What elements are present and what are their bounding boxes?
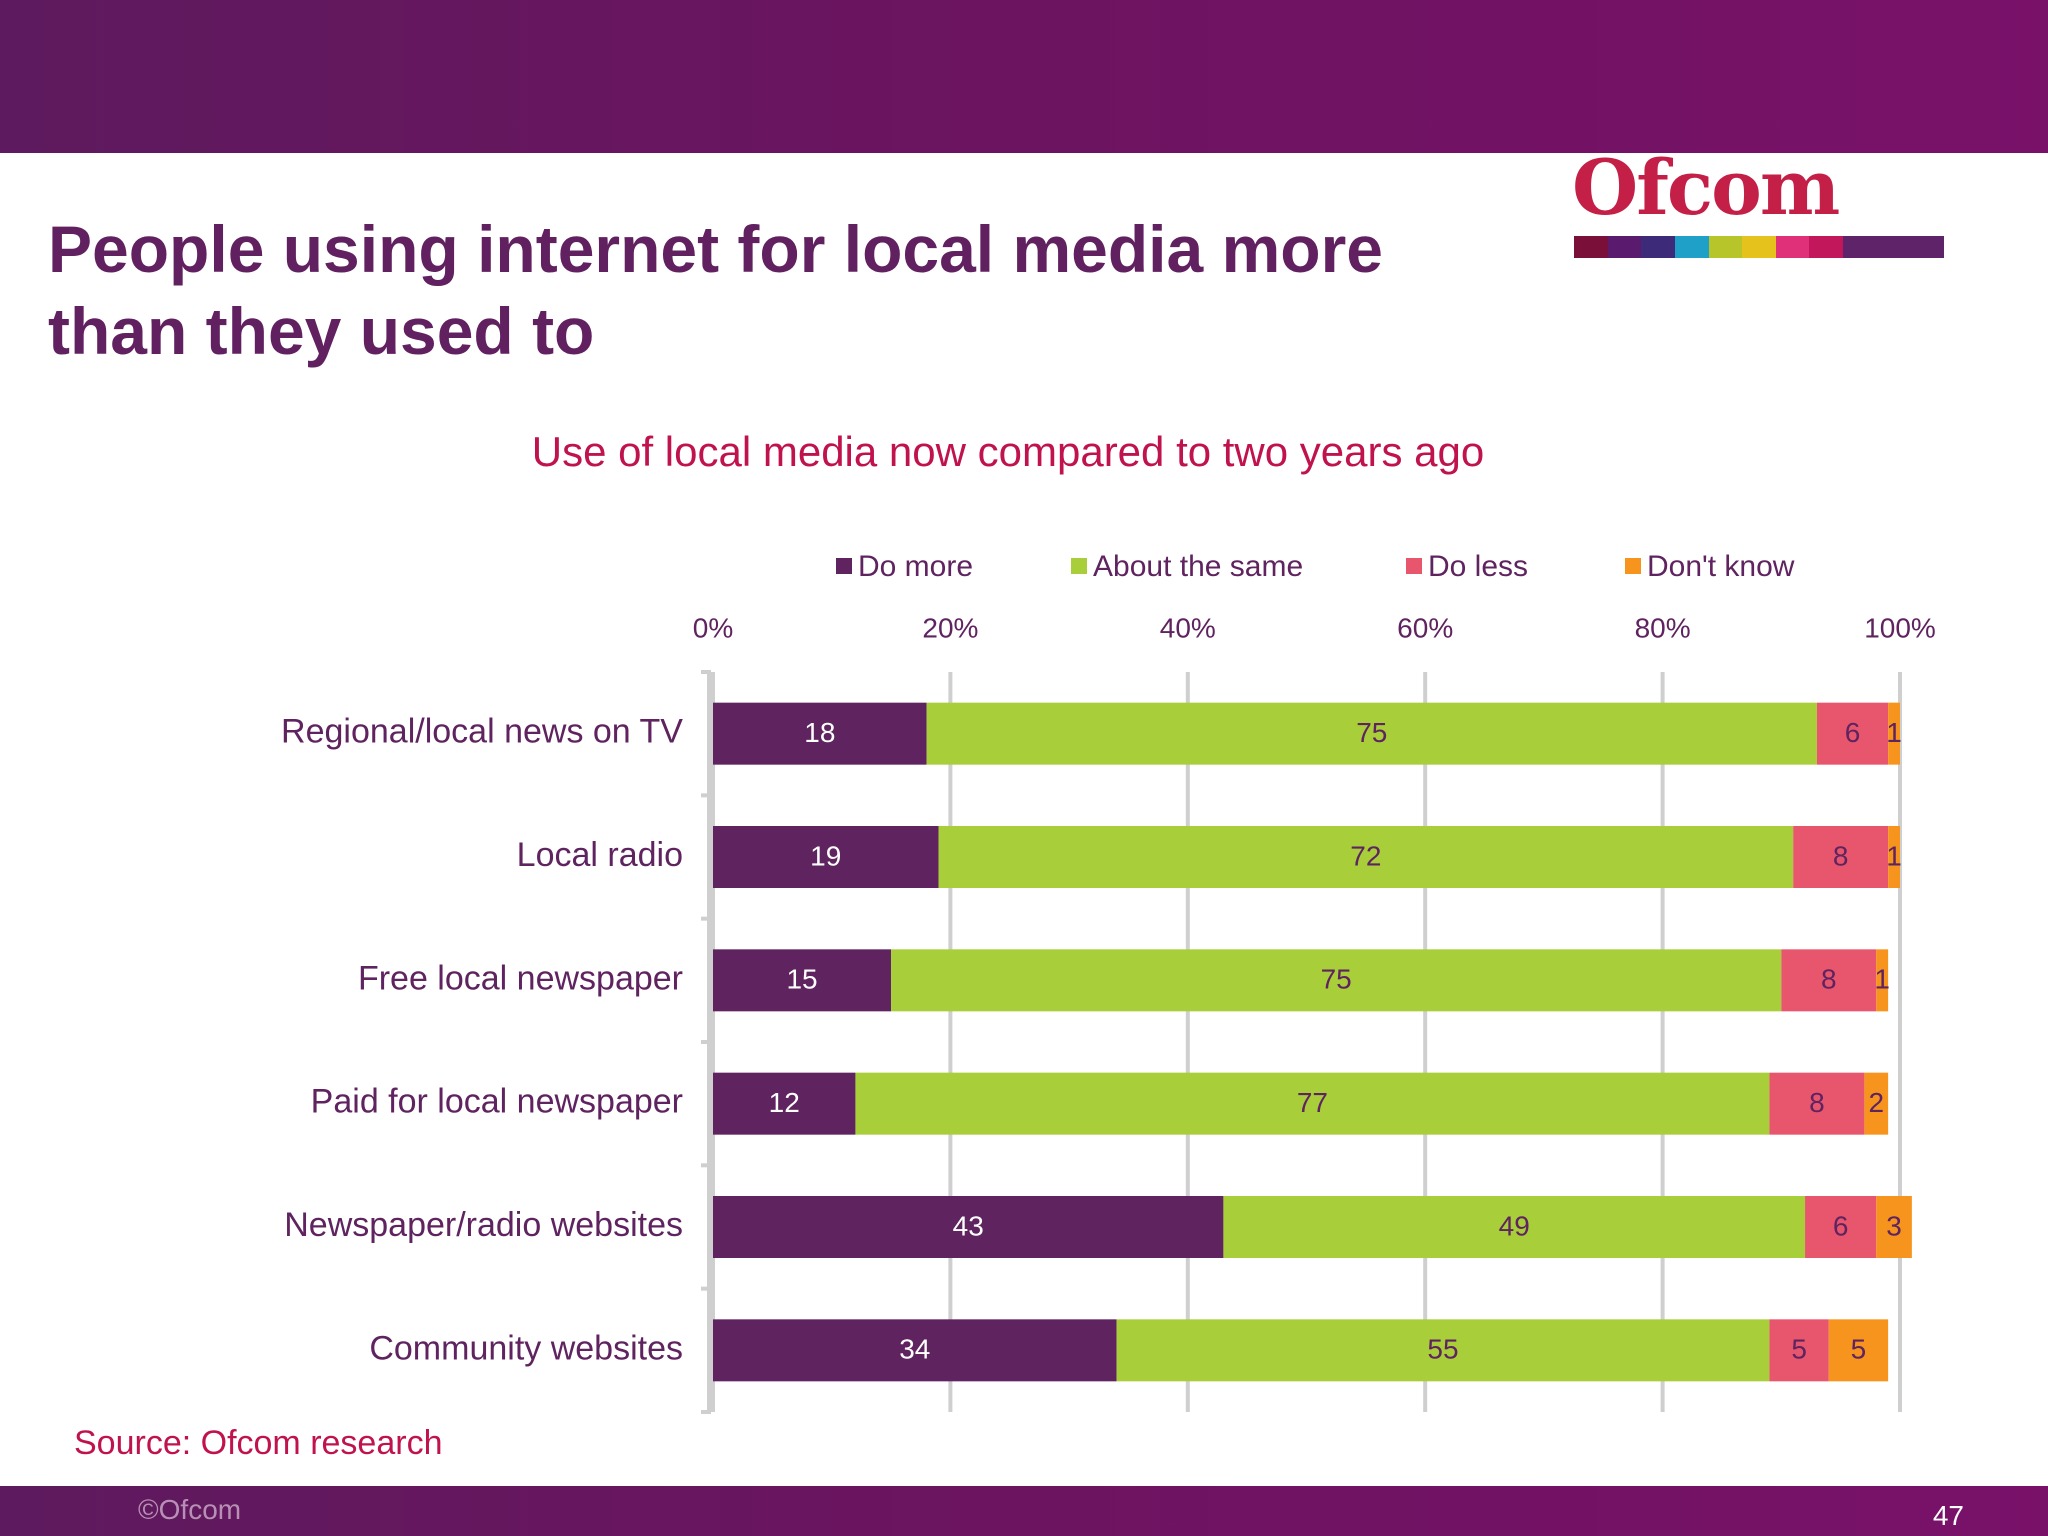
logo-stripe-segment [1775, 236, 1810, 258]
category-label: Free local newspaper [358, 959, 683, 997]
data-label: 3 [1886, 1210, 1902, 1241]
bar-segment [1864, 1072, 1889, 1135]
bar-segment [1888, 702, 1900, 765]
data-label: 15 [786, 964, 817, 995]
data-label: 43 [953, 1210, 984, 1241]
x-tick-label: 40% [1160, 612, 1216, 643]
legend-label: About the same [1093, 550, 1303, 583]
bar-segment [713, 1072, 856, 1135]
data-label: 1 [1886, 840, 1902, 871]
data-label: 8 [1833, 840, 1849, 871]
category-label: Newspaper/radio websites [284, 1206, 683, 1244]
bar-segment [1876, 1196, 1912, 1258]
data-label: 1 [1874, 964, 1890, 995]
chart-title-wrap: Use of local media now compared to two y… [0, 428, 2048, 476]
data-label: 5 [1791, 1334, 1807, 1365]
bar-segment [1769, 1072, 1865, 1135]
category-label: Regional/local news on TV [281, 713, 683, 751]
bar-segment [1876, 949, 1889, 1012]
legend-label: Do less [1428, 550, 1528, 583]
legend-label: Do more [858, 550, 973, 583]
bar-segment [1805, 1196, 1877, 1258]
logo-stripe-segment [1876, 236, 1911, 258]
bar-segment [713, 949, 892, 1012]
page-title: People using internet for local media mo… [48, 212, 1383, 368]
bar-segment [938, 826, 1794, 888]
data-label: 34 [899, 1334, 930, 1365]
bar-segment [1816, 702, 1889, 765]
logo-stripe-segment [1910, 236, 1945, 258]
copyright: ©Ofcom [138, 1494, 242, 1525]
page-number: 47 [1932, 1500, 1964, 1531]
legend-label: Don't know [1647, 550, 1795, 583]
bar-segment [926, 702, 1817, 765]
bar-segment [1116, 1319, 1770, 1382]
x-tick-label: 100% [1864, 612, 1936, 643]
bar-segment [1223, 1196, 1806, 1258]
bar-segment [713, 826, 939, 888]
logo-stripe-segment [1641, 236, 1675, 258]
legend-swatch [1406, 558, 1422, 574]
logo-stripe-segment [1843, 236, 1877, 258]
data-label: 77 [1297, 1087, 1328, 1118]
category-label: Paid for local newspaper [311, 1083, 683, 1121]
logo-stripe-segment [1809, 236, 1844, 258]
bar-segment [1793, 826, 1889, 888]
category-label: Community websites [369, 1329, 683, 1367]
ofcom-logo: Ofcom [1572, 150, 1946, 268]
category-label: Local radio [517, 836, 683, 874]
x-tick-label: 60% [1397, 612, 1453, 643]
data-label: 75 [1356, 717, 1387, 748]
data-label: 8 [1821, 964, 1837, 995]
data-label: 19 [810, 840, 841, 871]
bar-segment [1828, 1319, 1889, 1382]
bar-segment [713, 1196, 1224, 1258]
bar-segment [891, 949, 1782, 1012]
logo-stripe-segment [1708, 236, 1743, 258]
data-label: 5 [1851, 1334, 1867, 1365]
logo-stripe-segment [1574, 236, 1608, 258]
logo-text: Ofcom [1572, 143, 1840, 232]
data-label: 18 [804, 717, 835, 748]
data-label: 49 [1499, 1210, 1530, 1241]
legend-swatch [1625, 558, 1641, 574]
source-note: Source: Ofcom research [74, 1424, 443, 1462]
data-label: 6 [1845, 717, 1861, 748]
data-label: 72 [1350, 840, 1381, 871]
x-tick-label: 80% [1635, 612, 1691, 643]
data-label: 8 [1809, 1087, 1825, 1118]
data-label: 12 [769, 1087, 800, 1118]
data-label: 1 [1886, 717, 1902, 748]
legend-swatch [836, 558, 852, 574]
bottom-banner [0, 1486, 2048, 1536]
data-label: 75 [1321, 964, 1352, 995]
bar-segment [855, 1072, 1770, 1135]
x-tick-label: 20% [922, 612, 978, 643]
data-label: 6 [1833, 1210, 1849, 1241]
data-label: 55 [1427, 1334, 1458, 1365]
top-banner [0, 0, 2048, 153]
bar-segment [1769, 1319, 1829, 1382]
x-tick-label: 0% [693, 612, 733, 643]
logo-stripe-segment [1607, 236, 1642, 258]
bar-segment [713, 702, 927, 765]
logo-stripe-segment [1742, 236, 1776, 258]
logo-stripe-segment [1674, 236, 1709, 258]
bar-segment [1781, 949, 1877, 1012]
chart-title: Use of local media now compared to two y… [531, 428, 1485, 475]
legend-swatch [1071, 558, 1087, 574]
data-label: 2 [1868, 1087, 1884, 1118]
logo-color-stripe [1574, 236, 1945, 258]
bar-segment [713, 1319, 1117, 1382]
bar-segment [1888, 826, 1900, 888]
